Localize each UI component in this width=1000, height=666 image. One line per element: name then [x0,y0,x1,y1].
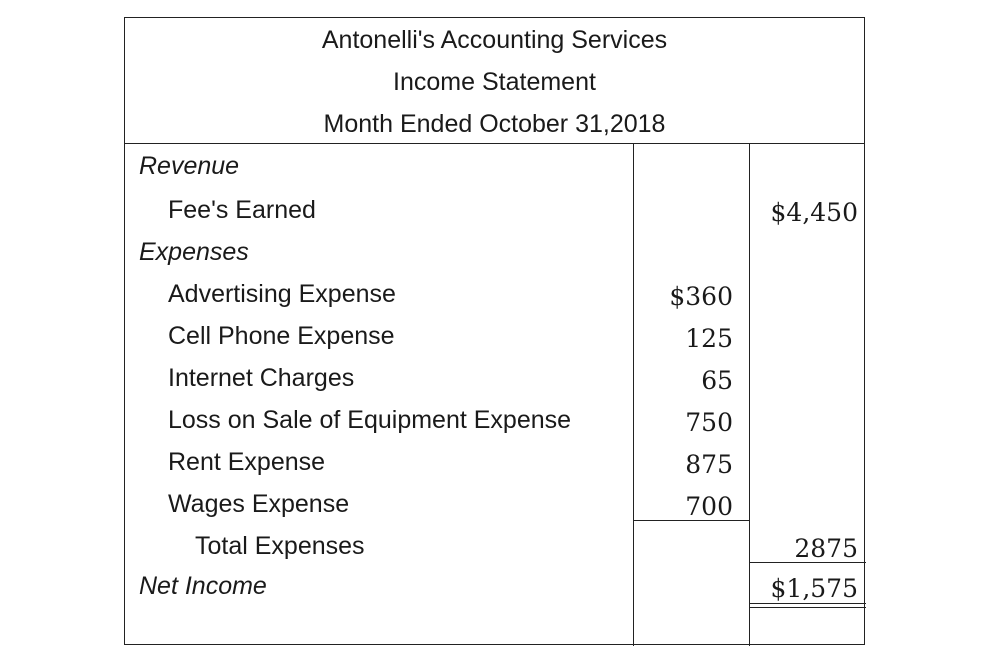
expense-item-label: Wages Expense [168,490,350,518]
expense-item-amount: 700 [685,492,733,521]
expenses-subtotal-rule [633,520,749,521]
revenue-item-amount: $4,450 [770,198,858,227]
statement-title: Income Statement [393,68,596,96]
net-income-amount: $1,575 [770,574,858,603]
expense-item-amount: 875 [685,450,733,479]
revenue-item-label: Fee's Earned [168,196,316,224]
expense-item-label: Cell Phone Expense [168,322,395,350]
net-income-double-rule-top [749,603,866,604]
total-expenses-amount: 2875 [794,534,858,563]
expense-item-amount: 125 [685,324,733,353]
expense-item-label: Rent Expense [168,448,326,476]
company-name: Antonelli's Accounting Services [321,26,668,54]
statement-header: Antonelli's Accounting Services Income S… [125,18,864,144]
expense-item-amount: $360 [669,282,733,311]
expense-item-amount: 750 [685,408,733,437]
expense-item-label: Loss on Sale of Equipment Expense [168,406,572,434]
net-income-double-rule-bottom [749,607,866,608]
expenses-section-label: Expenses [139,238,249,266]
net-income-label: Net Income [139,572,267,600]
income-statement: Antonelli's Accounting Services Income S… [124,17,866,646]
revenue-section-label: Revenue [139,152,240,180]
statement-period: Month Ended October 31,2018 [323,110,666,138]
column-divider-left [633,144,634,646]
expense-item-amount: 65 [701,366,733,395]
column-divider-right [749,144,750,646]
expense-item-label: Advertising Expense [168,280,396,308]
expense-item-label: Internet Charges [168,364,355,392]
total-expenses-label: Total Expenses [195,532,365,560]
total-expenses-rule [749,562,866,563]
